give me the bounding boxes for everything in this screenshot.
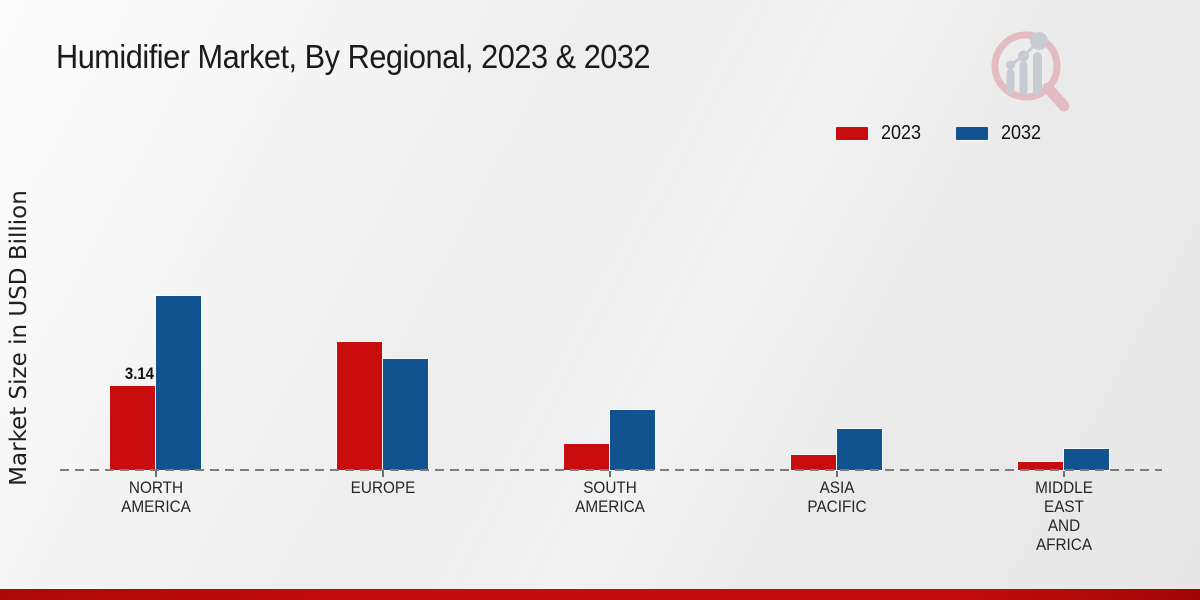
legend-item-2032: 2032 [955,122,1046,145]
legend-swatch-2023 [836,127,868,140]
chart-title: Humidifier Market, By Regional, 2023 & 2… [56,38,651,75]
logo-bar-small [1006,69,1015,95]
category-label-south-america: SOUTH AMERICA [575,478,645,516]
category-label-north-america: NORTH AMERICA [121,478,191,516]
logo-bar-medium [1019,61,1028,95]
bar-2023-south-america [564,444,609,470]
legend-swatch-2032 [955,127,988,140]
bar-2032-europe [383,359,428,470]
legend-item-2023: 2023 [836,122,926,145]
legend-label-2023: 2023 [881,122,922,144]
x-axis-tick-middle-east-and-africa [1063,471,1065,477]
bar-2032-north-america [156,296,201,470]
legend: 2023 2032 [836,122,1045,145]
logo-dot-small [1006,60,1015,70]
bar-value-label-2023: 3.14 [124,364,154,383]
bar-2023-north-america [110,386,155,470]
x-axis-tick-europe [382,471,384,477]
magnifier-barchart-logo-watermark [991,31,1070,112]
category-label-europe: EUROPE [350,478,416,497]
x-axis-tick-north-america [155,471,157,477]
bar-2023-europe [337,342,382,470]
footer-red-band [0,589,1200,600]
bar-2023-middle-east-and-africa [1018,462,1063,470]
x-axis-tick-south-america [609,471,611,477]
category-label-asia-pacific: ASIA PACIFIC [807,478,867,516]
x-axis-tick-asia-pacific [836,471,838,477]
logo-handle [1042,82,1070,112]
bar-2032-middle-east-and-africa [1064,449,1109,470]
bar-2032-asia-pacific [837,429,882,470]
category-label-middle-east-and-africa: MIDDLE EAST AND AFRICA [1035,478,1093,554]
logo-bar-large [1033,52,1042,95]
bar-2023-asia-pacific [791,455,836,470]
logo-dot-medium [1018,50,1029,62]
x-axis-baseline [60,469,1162,471]
legend-label-2032: 2032 [1000,122,1041,144]
bar-2032-south-america [610,410,655,470]
logo-ring [991,31,1061,101]
logo-dot-large [1030,32,1048,50]
